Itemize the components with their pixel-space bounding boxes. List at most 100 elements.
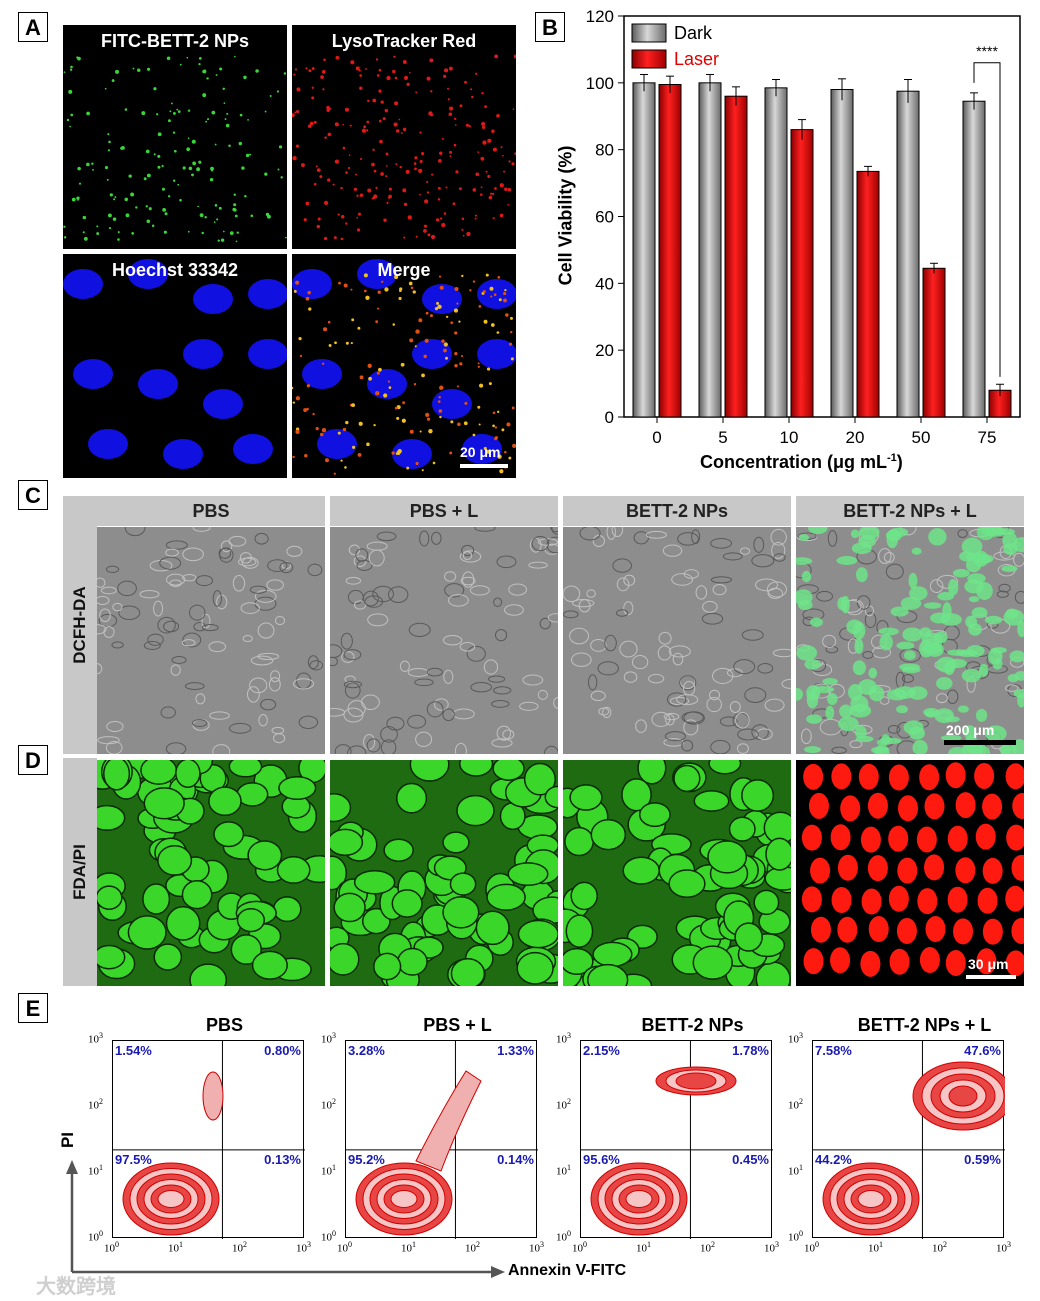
merge-dot: [388, 386, 392, 389]
merge-dot: [453, 308, 459, 313]
red-dot: [347, 166, 351, 170]
row-header-fda: FDA/PI: [63, 758, 97, 986]
red-dot: [348, 154, 351, 156]
nucleus: [422, 284, 462, 314]
merge-dot: [505, 313, 509, 317]
red-dot: [415, 235, 418, 238]
red-dot: [378, 89, 382, 93]
green-dot: [187, 109, 191, 112]
dic-cell: [822, 634, 837, 648]
red-dot: [514, 152, 516, 156]
pi-nucleus: [1012, 792, 1024, 819]
merge-dot: [503, 298, 507, 303]
fda-cell: [693, 790, 730, 812]
green-dot: [198, 57, 202, 60]
pi-nucleus: [888, 764, 909, 791]
green-cell: [854, 725, 867, 739]
dic-cell: [442, 635, 463, 646]
dic-cell: [856, 595, 871, 610]
panel-letter-d: D: [18, 745, 48, 775]
fda-cell: [230, 934, 262, 965]
red-dot: [293, 73, 296, 76]
pi-nucleus: [975, 823, 996, 850]
red-dot: [415, 91, 418, 94]
fda-cell: [103, 760, 131, 791]
green-dot: [236, 231, 239, 234]
dic-cell: [307, 563, 323, 577]
dic-cell: [662, 544, 683, 557]
pct-lower-left: 95.6%: [583, 1151, 620, 1167]
dic-cell: [751, 554, 775, 568]
red-dot: [365, 68, 367, 70]
dic-cell: [664, 731, 686, 742]
green-dot: [137, 68, 141, 72]
pi-nucleus: [945, 949, 966, 976]
green-dot: [214, 204, 218, 207]
red-dot: [333, 236, 337, 240]
pi-nucleus: [801, 886, 822, 913]
red-dot: [418, 193, 421, 196]
red-dot: [487, 138, 492, 143]
chart-xlabel-sup: -1: [887, 452, 897, 464]
fda-cell: [278, 775, 317, 801]
pi-nucleus: [888, 825, 909, 852]
merge-dot: [357, 326, 361, 330]
dic-cell: [169, 579, 182, 588]
pi-nucleus: [977, 887, 998, 914]
dic-cell: [364, 595, 384, 608]
green-dot: [232, 207, 236, 212]
dic-cell: [504, 604, 524, 616]
green-dot: [107, 213, 112, 218]
contour-apoptotic: [948, 1085, 978, 1107]
fda-cell: [622, 856, 661, 885]
merge-dot: [357, 452, 362, 457]
green-dot: [130, 192, 135, 197]
merge-dot: [350, 288, 353, 291]
red-dot: [386, 201, 389, 205]
green-dot: [187, 230, 190, 233]
pi-nucleus: [831, 887, 852, 914]
dic-cell: [434, 698, 449, 711]
green-cell: [796, 644, 818, 661]
red-dot: [394, 76, 398, 80]
red-dot: [380, 172, 384, 176]
dic-pbs: [97, 527, 325, 754]
red-dot: [316, 224, 321, 229]
merge-dot: [312, 412, 315, 416]
pi-nucleus: [840, 795, 861, 822]
merge-dot: [489, 286, 494, 291]
green-dot: [70, 65, 73, 69]
merge-dot: [413, 383, 417, 386]
green-cell: [988, 647, 1003, 665]
green-dot: [107, 149, 110, 152]
green-dot: [202, 93, 207, 98]
green-cell: [911, 547, 922, 555]
dic-cell: [569, 627, 590, 645]
merge-dot: [460, 355, 464, 358]
dic-cell: [240, 602, 260, 614]
merge-dot: [464, 401, 468, 405]
dic-cell: [550, 527, 558, 533]
merge-dot: [363, 289, 367, 293]
fda-cell: [668, 869, 706, 898]
dic-cell: [344, 682, 361, 699]
dic-cell: [496, 555, 517, 569]
green-dot: [83, 236, 88, 241]
green-dot: [214, 143, 217, 146]
pi-nucleus: [867, 855, 888, 882]
red-dot: [327, 178, 331, 182]
red-dot: [449, 155, 452, 157]
pi-nucleus: [924, 854, 945, 881]
dic-cell: [442, 708, 455, 722]
merge-dot: [350, 342, 353, 345]
green-dot: [145, 205, 148, 208]
green-dot: [199, 213, 204, 218]
green-dot: [241, 166, 245, 170]
dic-cell: [825, 645, 839, 654]
green-dot: [188, 166, 193, 171]
merge-dot: [319, 432, 324, 437]
red-dot: [382, 117, 386, 121]
red-dot: [311, 86, 314, 89]
red-dot: [320, 75, 324, 79]
